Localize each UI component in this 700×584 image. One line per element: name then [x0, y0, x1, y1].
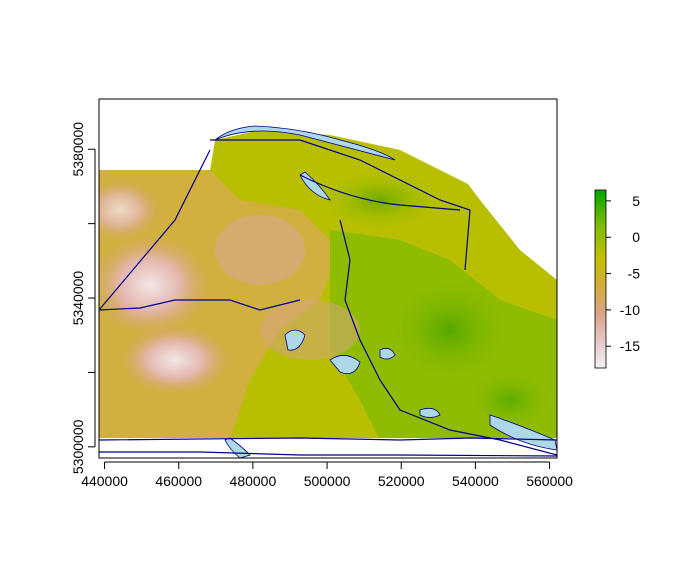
- elevation-raster: [99, 99, 557, 458]
- x-tick-label: 460000: [155, 473, 202, 489]
- legend-ticks: 5 0 -5 -10 -15: [606, 193, 640, 354]
- legend-tick-label: -10: [620, 302, 640, 318]
- boundary-lines: [99, 139, 557, 457]
- legend-tick-label: 0: [632, 229, 640, 245]
- x-tick-label: 520000: [378, 473, 425, 489]
- x-axis: 440000 460000 480000 500000 520000 540000 5600…: [81, 461, 573, 489]
- y-axis: 5300000 5340000 5380000: [70, 122, 96, 474]
- legend-tick-label: 5: [632, 193, 640, 209]
- y-tick-label: 5380000: [70, 122, 86, 177]
- y-tick-label: 5340000: [70, 271, 86, 326]
- plot-frame: [98, 98, 558, 459]
- legend-tick-label: -15: [620, 338, 640, 354]
- x-tick-label: 500000: [304, 473, 351, 489]
- legend-colorbar: [594, 189, 607, 369]
- y-tick-label: 5300000: [70, 419, 86, 474]
- legend-tick-label: -5: [628, 266, 641, 282]
- x-tick-label: 480000: [230, 473, 277, 489]
- x-tick-label: 440000: [81, 473, 128, 489]
- x-tick-label: 560000: [526, 473, 573, 489]
- x-tick-label: 540000: [452, 473, 499, 489]
